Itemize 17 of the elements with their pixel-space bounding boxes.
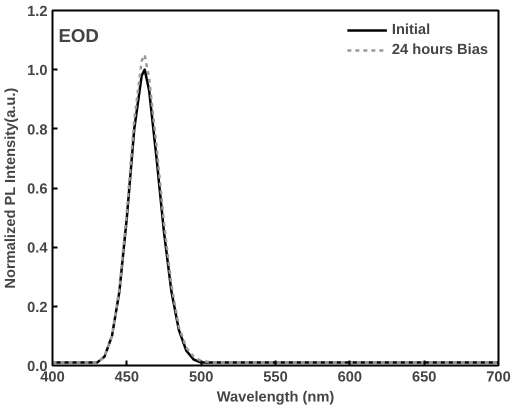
x-tick-label: 600 [338,370,362,386]
y-tick-label: 0.6 [27,182,48,198]
x-axis-title: Wavelength (nm) [216,390,334,406]
legend-label: 24 hours Bias [392,42,488,58]
x-tick-label: 550 [263,370,288,386]
legend-label: Initial [392,22,430,38]
y-tick-label: 1.2 [27,4,48,20]
y-tick-label: 1.0 [27,63,48,80]
annotation: EOD [58,24,99,46]
y-axis-title: Normalized PL Intensity(a.u.) [3,88,20,289]
y-tick-label: 0.8 [27,122,48,138]
x-tick-label: 500 [188,370,214,386]
x-tick-label: 700 [486,370,511,386]
x-tick-label: 450 [114,370,140,386]
y-tick-label: 0.2 [27,300,48,316]
y-tick-label: 0.4 [27,240,48,257]
x-tick-label: 650 [412,370,436,386]
